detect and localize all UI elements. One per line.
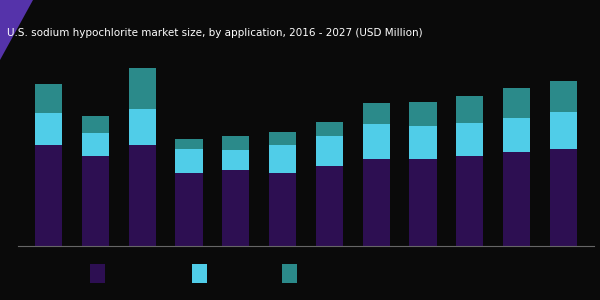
Bar [550,81,577,112]
Bar [35,146,62,246]
Bar [457,156,484,246]
Bar [269,172,296,246]
Bar [362,124,390,159]
Bar [269,132,296,146]
Bar [128,146,155,246]
Bar [409,127,437,159]
FancyBboxPatch shape [282,264,297,283]
Bar [503,152,530,246]
Bar [362,103,390,124]
Bar [35,113,62,146]
Bar [175,139,203,149]
Bar [175,149,203,172]
Bar [222,149,250,170]
Bar [316,136,343,166]
Bar [128,109,155,146]
Bar [175,172,203,246]
Bar [82,116,109,133]
Bar [550,149,577,246]
Bar [222,170,250,246]
Bar [82,156,109,246]
FancyBboxPatch shape [90,264,105,283]
Bar [409,159,437,246]
Bar [503,118,530,152]
Bar [457,123,484,156]
Bar [362,159,390,246]
Bar [82,133,109,156]
Bar [457,96,484,123]
Bar [550,112,577,149]
Bar [222,136,250,149]
Bar [35,84,62,113]
Bar [503,88,530,118]
FancyBboxPatch shape [192,264,207,283]
Bar [316,166,343,246]
Bar [316,122,343,136]
Bar [128,68,155,109]
Polygon shape [0,0,33,60]
Text: U.S. sodium hypochlorite market size, by application, 2016 - 2027 (USD Million): U.S. sodium hypochlorite market size, by… [7,28,423,38]
Bar [409,102,437,127]
Bar [269,146,296,172]
